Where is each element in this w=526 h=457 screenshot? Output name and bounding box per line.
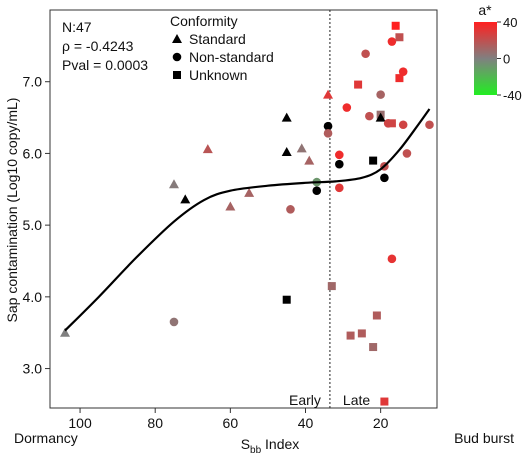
early-label: Early — [289, 392, 321, 408]
colorbar-tick-label: 40 — [503, 15, 517, 30]
x-axis-label-tail: Index — [261, 436, 299, 452]
data-point-square — [369, 343, 378, 352]
data-point-square — [391, 21, 400, 30]
data-point-triangle — [168, 179, 179, 189]
legend-marker-square — [173, 71, 181, 79]
data-point-circle — [387, 254, 397, 264]
data-point-circle — [342, 103, 352, 112]
data-point-circle — [335, 150, 344, 160]
late-label: Late — [343, 392, 370, 408]
y-tick-label: 6.0 — [23, 145, 43, 161]
colorbar-title: a* — [478, 2, 492, 18]
data-point-triangle — [296, 143, 307, 153]
x-axis: 100 80 60 40 20 — [68, 408, 389, 431]
legend-entry-label: Standard — [189, 31, 246, 47]
legend-entry-label: Non-standard — [189, 49, 274, 65]
data-point-circle — [323, 129, 333, 138]
x-tick-label: 20 — [373, 415, 389, 431]
x-tick-label: 60 — [223, 415, 239, 431]
y-tick-label: 4.0 — [23, 289, 43, 305]
data-point-circle — [335, 183, 344, 193]
data-point-square — [387, 119, 396, 128]
y-axis-label: Sap contamination (Log10 copy/mL) — [4, 98, 20, 323]
stat-rho: ρ = -0.4243 — [62, 38, 134, 54]
data-point-circle — [402, 149, 412, 158]
x-axis-label: Sbb Index — [241, 436, 300, 456]
data-point-triangle — [244, 187, 255, 197]
legend-marker-circle — [172, 52, 182, 62]
legend-marker-triangle — [172, 34, 182, 43]
dormancy-label: Dormancy — [14, 430, 78, 446]
plot-frame — [49, 9, 438, 409]
x-tick-label: 40 — [298, 415, 314, 431]
stat-pval: Pval = 0.0003 — [62, 57, 148, 73]
data-point-triangle — [323, 89, 334, 99]
x-tick-label: 100 — [68, 415, 92, 431]
data-point-square — [357, 329, 366, 338]
stat-n: N:47 — [62, 19, 92, 35]
colorbar-tick-label: 0 — [503, 52, 510, 67]
data-point-square — [327, 282, 336, 291]
data-point-circle — [312, 186, 322, 196]
data-point-circle — [376, 90, 385, 99]
y-axis: 3.0 4.0 5.0 6.0 7.0 — [23, 74, 50, 377]
data-point-square — [346, 331, 355, 340]
data-point-triangle — [281, 112, 292, 122]
data-point-square — [395, 74, 404, 83]
data-point-triangle — [304, 155, 315, 165]
data-point-circle — [398, 120, 408, 130]
colorbar-gradient — [474, 22, 497, 95]
data-point-triangle — [281, 146, 292, 156]
data-point-circle — [365, 111, 374, 121]
data-point-triangle — [375, 112, 386, 122]
data-points — [60, 21, 434, 406]
data-point-square — [369, 156, 378, 165]
legend-title: Conformity — [170, 13, 238, 29]
data-point-square — [282, 295, 291, 304]
x-axis-label-main: S — [241, 436, 250, 452]
data-point-square — [372, 311, 381, 320]
y-tick-label: 3.0 — [23, 361, 43, 377]
data-point-square — [395, 33, 404, 42]
data-point-circle — [335, 159, 344, 169]
data-point-circle — [361, 49, 370, 59]
x-axis-label-sub: bb — [250, 445, 262, 456]
colorbar-tick-label: -40 — [503, 88, 522, 103]
data-point-triangle — [202, 144, 213, 154]
x-tick-label: 80 — [147, 415, 163, 431]
y-tick-label: 5.0 — [23, 217, 43, 233]
data-point-triangle — [60, 327, 71, 337]
legend-entry-label: Unknown — [189, 67, 247, 83]
data-point-triangle — [180, 194, 191, 204]
trend-line — [64, 108, 431, 332]
data-point-circle — [387, 37, 397, 46]
data-point-triangle — [225, 201, 236, 211]
data-point-circle — [323, 121, 333, 131]
data-point-circle — [380, 173, 389, 183]
data-point-circle — [169, 317, 179, 327]
bud-burst-label: Bud burst — [454, 430, 514, 446]
data-point-circle — [286, 205, 295, 214]
data-point-circle — [425, 120, 434, 130]
y-tick-label: 7.0 — [23, 74, 43, 90]
colorbar: a* 40 0 -40 — [474, 2, 522, 103]
data-point-square — [380, 397, 389, 406]
data-point-circle — [398, 67, 408, 76]
data-point-square — [354, 80, 363, 89]
legend: Conformity Standard Non-standard Unknown — [170, 13, 274, 83]
